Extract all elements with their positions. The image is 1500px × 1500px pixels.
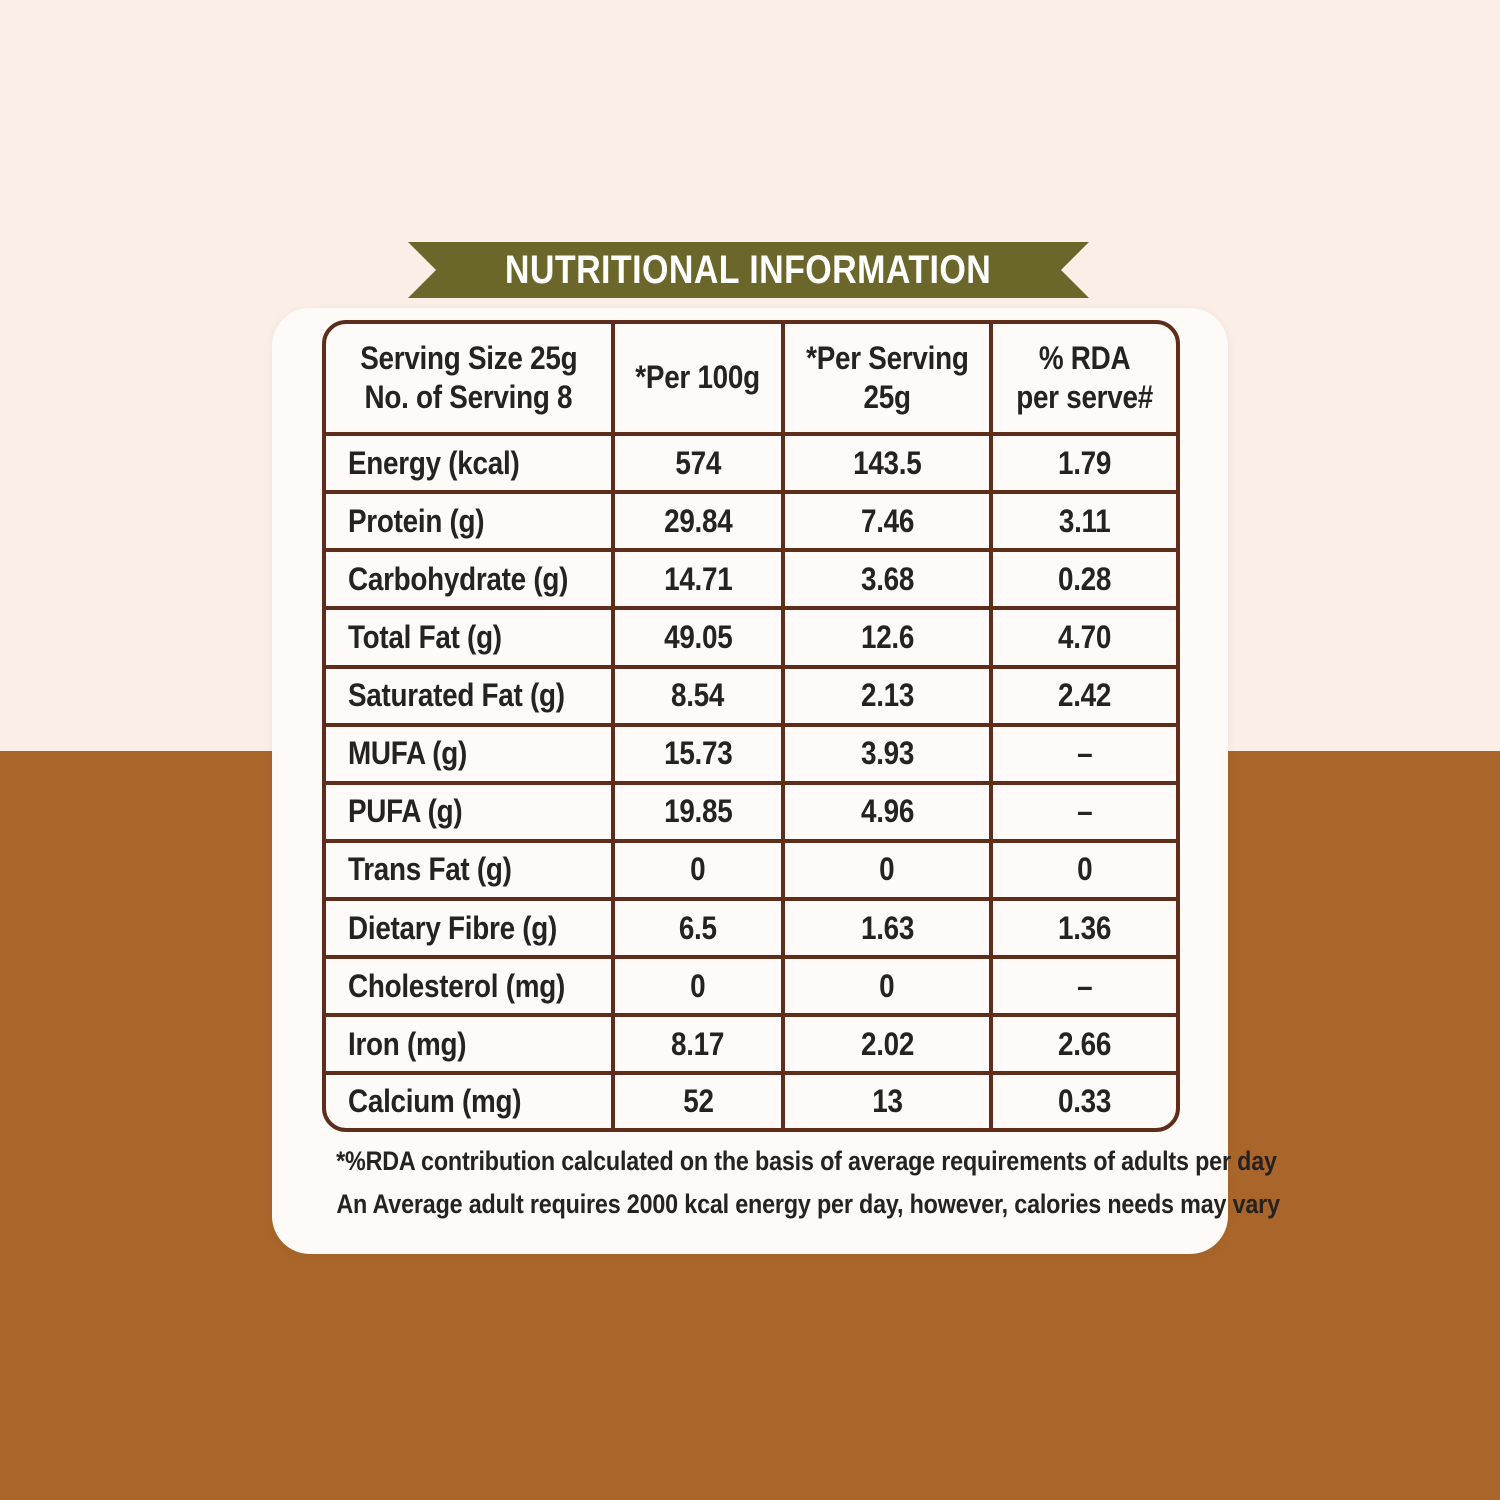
per-100g-cell: 29.84 bbox=[615, 494, 785, 553]
per-serving-cell: 13 bbox=[785, 1075, 994, 1128]
rda-cell: 2.66 bbox=[993, 1017, 1176, 1076]
title-ribbon: NUTRITIONAL INFORMATION bbox=[408, 242, 1089, 298]
serving-count-text: No. of Serving 8 bbox=[364, 379, 573, 415]
table-row: Dietary Fibre (g) 6.5 1.63 1.36 bbox=[326, 901, 1176, 960]
nutrient-label-cell: Saturated Fat (g) bbox=[326, 668, 615, 727]
nutrient-label-cell: PUFA (g) bbox=[326, 784, 615, 843]
footnote-line-2: An Average adult requires 2000 kcal ener… bbox=[336, 1189, 1280, 1219]
table-row: Trans Fat (g) 0 0 0 bbox=[326, 842, 1176, 901]
table-row: Cholesterol (mg) 0 0 – bbox=[326, 959, 1176, 1018]
per-100g-cell: 6.5 bbox=[615, 901, 785, 960]
rda-cell: 0.28 bbox=[993, 552, 1176, 611]
table-row: Saturated Fat (g) 8.54 2.13 2.42 bbox=[326, 668, 1176, 727]
per-100g-cell: 15.73 bbox=[615, 726, 785, 785]
rda-cell: 0 bbox=[993, 843, 1176, 901]
rda-cell: 1.79 bbox=[993, 436, 1176, 495]
per-100g-cell: 0 bbox=[615, 959, 785, 1018]
nutrient-label-cell: Carbohydrate (g) bbox=[326, 552, 615, 611]
nutrient-label-cell: Dietary Fibre (g) bbox=[326, 901, 615, 960]
rda-cell: 2.42 bbox=[993, 669, 1176, 727]
nutrient-label-cell: Trans Fat (g) bbox=[326, 842, 615, 901]
table-row: Total Fat (g) 49.05 12.6 4.70 bbox=[326, 610, 1176, 669]
rda-footnote: *%RDA contribution calculated on the bas… bbox=[272, 1142, 1280, 1228]
nutrition-table-grid: Serving Size 25g No. of Serving 8 *Per 1… bbox=[322, 320, 1180, 1132]
rda-cell: 1.36 bbox=[993, 901, 1176, 960]
per-100g-cell: 14.71 bbox=[615, 552, 785, 611]
header-per-serving: *Per Serving 25g bbox=[785, 324, 994, 436]
table-row: PUFA (g) 19.85 4.96 – bbox=[326, 784, 1176, 843]
per-100g-cell: 574 bbox=[615, 436, 785, 495]
table-row: Iron (mg) 8.17 2.02 2.66 bbox=[326, 1017, 1176, 1076]
per-100g-cell: 52 bbox=[615, 1075, 785, 1128]
nutrient-label-cell: Total Fat (g) bbox=[326, 610, 615, 669]
per-serving-cell: 143.5 bbox=[785, 436, 994, 495]
nutrient-label-cell: Calcium (mg) bbox=[326, 1075, 615, 1128]
table-header-row: Serving Size 25g No. of Serving 8 *Per 1… bbox=[326, 324, 1176, 436]
per-serving-cell: 7.46 bbox=[785, 494, 994, 553]
serving-size-text: Serving Size 25g bbox=[359, 339, 578, 376]
per-100g-cell: 8.17 bbox=[615, 1017, 785, 1076]
nutrition-card: Serving Size 25g No. of Serving 8 *Per 1… bbox=[272, 308, 1280, 1254]
rda-cell: 3.11 bbox=[993, 494, 1176, 553]
per-serving-cell: 2.02 bbox=[785, 1017, 994, 1076]
nutrient-label-cell: Iron (mg) bbox=[326, 1017, 615, 1076]
rda-cell: – bbox=[993, 959, 1176, 1018]
per-serving-cell: 2.13 bbox=[785, 668, 994, 727]
nutrient-label-cell: Protein (g) bbox=[326, 494, 615, 553]
rda-cell: 4.70 bbox=[993, 610, 1176, 669]
per-100g-cell: 49.05 bbox=[615, 610, 785, 669]
per-serving-cell: 4.96 bbox=[785, 784, 994, 843]
per-serving-cell: 0 bbox=[785, 959, 994, 1018]
header-per-100g: *Per 100g bbox=[615, 324, 785, 436]
per-100g-cell: 0 bbox=[615, 842, 785, 901]
nutrient-label-cell: MUFA (g) bbox=[326, 726, 615, 785]
per-serving-cell: 3.93 bbox=[785, 726, 994, 785]
table-row: Carbohydrate (g) 14.71 3.68 0.28 bbox=[326, 552, 1176, 611]
per-serving-cell: 1.63 bbox=[785, 901, 994, 960]
footnote-line-1: *%RDA contribution calculated on the bas… bbox=[336, 1146, 1277, 1176]
per-100g-cell: 8.54 bbox=[615, 668, 785, 727]
table-row: MUFA (g) 15.73 3.93 – bbox=[326, 726, 1176, 785]
per-serving-cell: 12.6 bbox=[785, 610, 994, 669]
table-row: Energy (kcal) 574 143.5 1.79 bbox=[326, 436, 1176, 495]
per-serving-cell: 3.68 bbox=[785, 552, 994, 611]
per-serving-cell: 0 bbox=[785, 842, 994, 901]
page-title: NUTRITIONAL INFORMATION bbox=[505, 247, 992, 292]
header-serving-info: Serving Size 25g No. of Serving 8 bbox=[326, 324, 615, 436]
per-100g-cell: 19.85 bbox=[615, 784, 785, 843]
nutrient-label-cell: Cholesterol (mg) bbox=[326, 959, 615, 1018]
table-row: Protein (g) 29.84 7.46 3.11 bbox=[326, 494, 1176, 553]
rda-cell: 0.33 bbox=[1058, 1083, 1112, 1120]
nutrition-table: Serving Size 25g No. of Serving 8 *Per 1… bbox=[322, 320, 1180, 1132]
nutrient-label-cell: Energy (kcal) bbox=[326, 436, 615, 495]
header-rda: % RDA per serve# bbox=[993, 324, 1176, 436]
rda-cell: – bbox=[993, 727, 1176, 785]
rda-cell: – bbox=[993, 785, 1176, 843]
table-row: Calcium (mg) 52 13 0.33 bbox=[326, 1075, 1176, 1128]
